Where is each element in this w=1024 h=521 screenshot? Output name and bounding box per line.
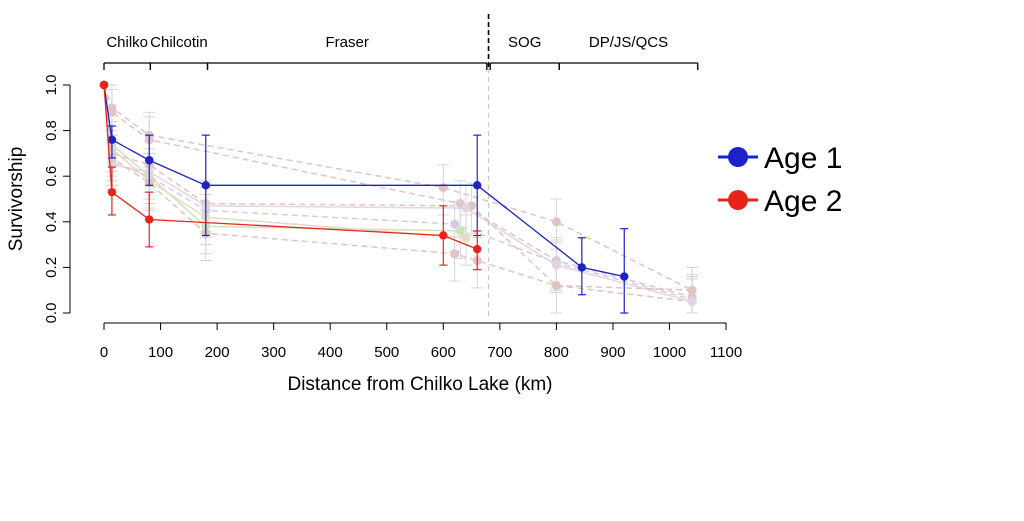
background-series-point: [438, 183, 448, 193]
data-point: [145, 156, 154, 165]
x-tick-label: 0: [100, 344, 108, 361]
data-point: [145, 215, 154, 224]
series-line: [103, 84, 625, 278]
background-series-line: [103, 84, 693, 291]
y-tick-label: 0.4: [43, 211, 60, 232]
legend-label-age-2: Age 2: [764, 185, 842, 218]
background-series: [99, 80, 699, 314]
region-bracket: Fraser: [206, 34, 488, 70]
region-label: Chilko: [106, 34, 148, 51]
region-label: DP/JS/QCS: [589, 34, 668, 51]
region-bracket: Chilcotin: [149, 34, 209, 70]
region-bracket: DP/JS/QCS: [558, 34, 699, 70]
x-tick-label: 100: [148, 344, 173, 361]
background-series-point: [450, 249, 460, 259]
x-tick-label: 300: [261, 344, 286, 361]
background-series-line: [103, 84, 693, 298]
background-series-line: [103, 84, 693, 303]
series-2: [99, 80, 482, 271]
background-series-point: [687, 285, 697, 295]
region-bracket: SOG: [489, 34, 560, 70]
x-tick-label: 400: [318, 344, 343, 361]
x-tick-label: 500: [374, 344, 399, 361]
background-series-point: [450, 219, 460, 229]
background-series-point: [461, 233, 471, 243]
background-series-line: [103, 84, 693, 291]
y-tick-label: 0.2: [43, 257, 60, 278]
region-label: Fraser: [325, 34, 368, 51]
region-label: SOG: [508, 34, 541, 51]
y-tick-label: 1.0: [43, 75, 60, 96]
background-series: [99, 80, 699, 314]
legend-label-age-1: Age 1: [764, 142, 842, 175]
data-point: [107, 187, 117, 197]
y-tick-label: 0.8: [43, 120, 60, 141]
background-series-line: [103, 84, 461, 232]
background-series: [99, 80, 467, 259]
background-series-layer: [99, 80, 699, 314]
x-tick-label: 600: [431, 344, 456, 361]
data-point: [473, 181, 482, 190]
y-tick-label: 0.6: [43, 166, 60, 187]
data-point: [107, 135, 117, 144]
background-series: [99, 80, 472, 266]
data-point: [99, 80, 109, 90]
axes-layer: 0 100 200 300 400 500 600 700 800 900 1000 1100 0.0 0…: [43, 75, 742, 361]
background-series-line: [103, 84, 693, 303]
main-series-layer: [99, 80, 629, 314]
x-tick-label: 800: [544, 344, 569, 361]
data-point: [473, 244, 482, 254]
region-bracket: Chilko: [103, 34, 152, 70]
background-series: [99, 80, 699, 314]
x-axis-title: Distance from Chilko Lake (km): [287, 374, 552, 395]
background-series: [99, 80, 699, 314]
y-tick-label: 0.0: [43, 303, 60, 324]
legend-marker-age-2: [728, 190, 748, 210]
background-series-line: [103, 84, 693, 301]
background-series: [99, 80, 699, 314]
x-tick-label: 200: [205, 344, 230, 361]
background-series: [99, 80, 699, 314]
background-series-point: [551, 281, 561, 291]
legend-item-age-1: Age 1: [718, 142, 842, 175]
region-label: Chilcotin: [150, 34, 208, 51]
legend-item-age-2: Age 2: [718, 185, 842, 218]
legend-marker-age-1: [728, 147, 748, 167]
data-point: [439, 231, 448, 240]
x-tick-label: 1100: [710, 344, 742, 361]
legend: Age 1 Age 2: [718, 142, 842, 218]
y-axis-title: Survivorship: [6, 147, 27, 252]
region-brackets-layer: Chilko Chilcotin Fraser SOG DP/JS/QCS: [103, 34, 699, 70]
data-point: [620, 272, 629, 281]
x-tick-label: 1000: [653, 344, 686, 361]
data-point: [201, 181, 210, 190]
background-series-point: [107, 107, 117, 117]
x-tick-label: 900: [600, 344, 625, 361]
data-point: [577, 263, 587, 272]
x-tick-label: 700: [487, 344, 512, 361]
series-1: [99, 80, 629, 314]
background-series-point: [551, 217, 561, 227]
